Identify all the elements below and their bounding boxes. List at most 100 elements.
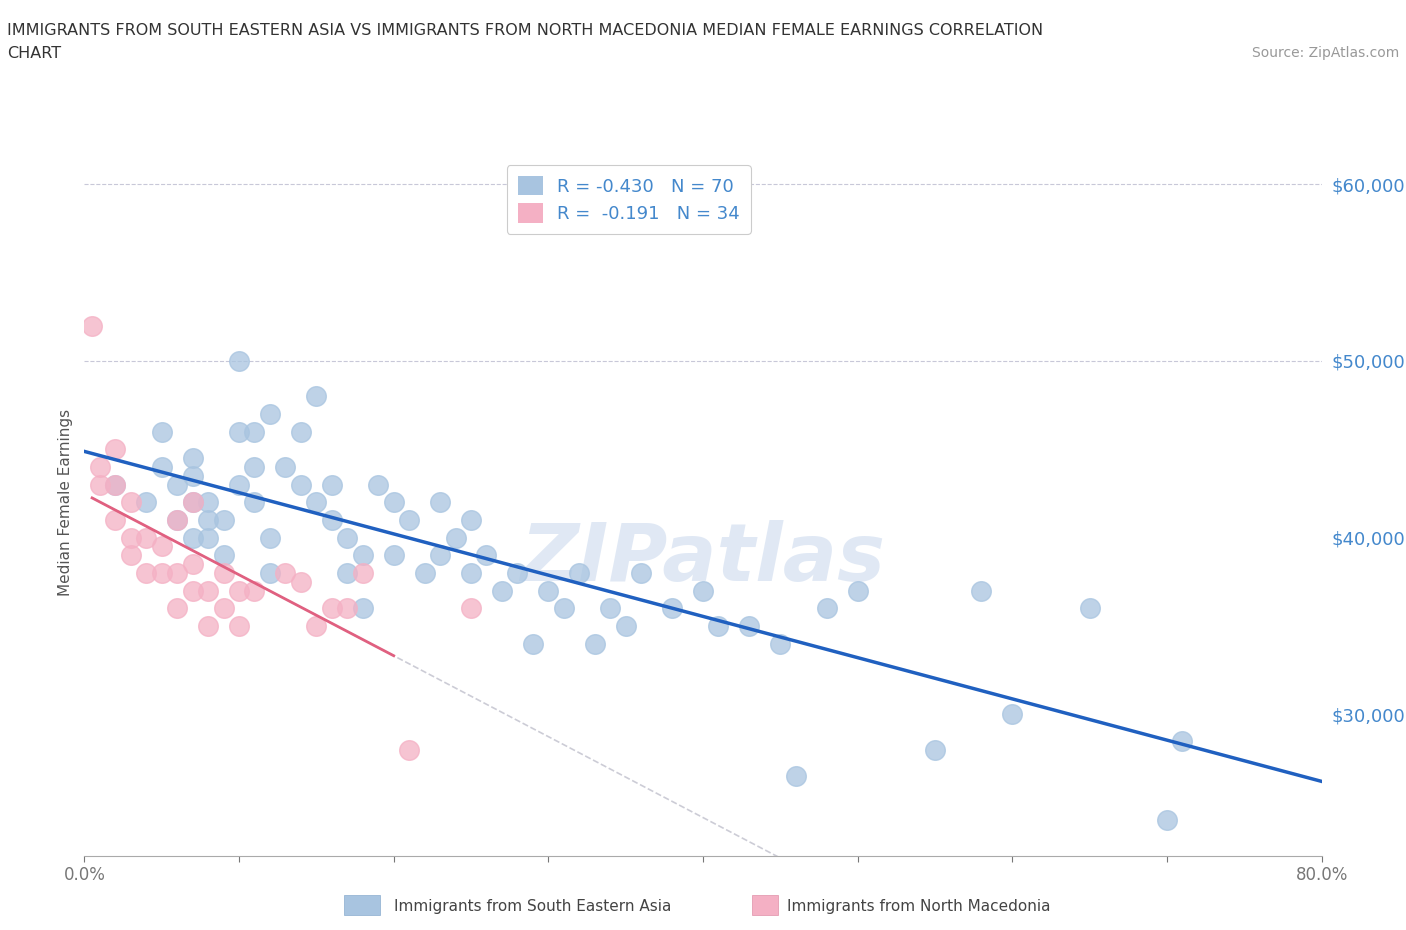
Point [104,477,127,492]
Point [212,565,235,580]
Point [197,530,219,545]
Point [120,495,142,510]
Point [321,512,343,527]
Point [181,556,204,571]
Point [197,512,219,527]
Point [707,618,730,633]
Point [243,459,266,474]
Text: ZIPatlas: ZIPatlas [520,520,886,598]
Point [846,583,869,598]
Point [460,601,482,616]
Point [336,601,359,616]
Point [290,424,312,439]
Point [89,459,111,474]
Point [150,539,173,554]
Point [382,548,405,563]
Point [367,477,389,492]
Point [382,495,405,510]
Text: IMMIGRANTS FROM SOUTH EASTERN ASIA VS IMMIGRANTS FROM NORTH MACEDONIA MEDIAN FEM: IMMIGRANTS FROM SOUTH EASTERN ASIA VS IM… [7,23,1043,38]
Point [429,548,451,563]
Text: Source: ZipAtlas.com: Source: ZipAtlas.com [1251,46,1399,60]
Point [166,477,188,492]
Point [228,618,250,633]
Point [228,353,250,368]
Point [166,512,188,527]
Point [583,636,606,651]
Point [290,574,312,590]
Point [135,530,157,545]
Point [321,601,343,616]
Point [150,565,173,580]
Point [243,424,266,439]
Point [305,389,328,404]
Point [336,565,359,580]
Point [274,459,297,474]
Point [305,618,328,633]
Point [150,459,173,474]
Point [212,601,235,616]
Point [537,583,560,598]
Point [150,424,173,439]
Point [290,477,312,492]
Point [785,768,807,783]
Point [243,583,266,598]
Point [166,565,188,580]
Point [166,512,188,527]
Point [1078,601,1101,616]
Point [89,477,111,492]
Point [924,742,946,757]
Point [815,601,838,616]
Point [181,583,204,598]
Point [181,495,204,510]
Point [104,477,127,492]
Bar [344,895,380,915]
Point [352,565,374,580]
Legend: R = -0.430   N = 70, R =  -0.191   N = 34: R = -0.430 N = 70, R = -0.191 N = 34 [506,165,751,233]
Point [413,565,436,580]
Point [259,406,281,421]
Text: Immigrants from South Eastern Asia: Immigrants from South Eastern Asia [394,899,671,914]
Point [506,565,529,580]
Point [970,583,993,598]
Point [398,742,420,757]
Point [181,495,204,510]
Point [212,548,235,563]
Point [568,565,591,580]
Point [692,583,714,598]
Point [197,618,219,633]
Point [259,565,281,580]
Point [491,583,513,598]
Point [82,318,104,333]
Point [166,601,188,616]
Point [181,469,204,484]
Point [1001,707,1024,722]
Point [429,495,451,510]
Y-axis label: Median Female Earnings: Median Female Earnings [58,408,73,596]
Point [336,530,359,545]
Point [661,601,683,616]
Text: CHART: CHART [7,46,60,61]
Point [274,565,297,580]
Point [599,601,621,616]
Point [475,548,498,563]
Point [197,583,219,598]
Bar [752,895,778,915]
Point [1156,813,1178,828]
Point [135,565,157,580]
Point [135,495,157,510]
Point [104,442,127,457]
Point [228,424,250,439]
Point [321,477,343,492]
Point [259,530,281,545]
Point [120,530,142,545]
Point [305,495,328,510]
Point [181,530,204,545]
Point [522,636,544,651]
Point [769,636,792,651]
Point [104,512,127,527]
Point [398,512,420,527]
Point [444,530,467,545]
Point [197,495,219,510]
Point [614,618,637,633]
Point [460,512,482,527]
